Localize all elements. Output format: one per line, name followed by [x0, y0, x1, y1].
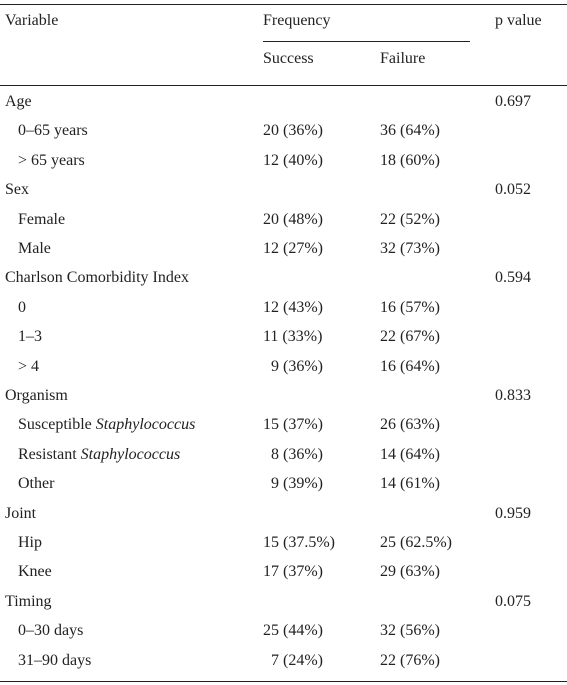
row-label: 1–3 [18, 327, 42, 347]
row-label: Resistant Staphylococcus [18, 445, 180, 465]
success-cell: 17 (37%) [263, 563, 323, 581]
success-cell: 7 (24%) [271, 651, 323, 669]
failure-cell: 22 (76%) [380, 651, 440, 669]
top-rule [0, 4, 567, 5]
row-label-italic: Staphylococcus [95, 416, 196, 434]
row-label: Male [18, 239, 51, 259]
row-label-text: 1–3 [18, 328, 42, 346]
failure-cell: 22 (52%) [380, 210, 440, 228]
row-label-text: > 4 [18, 357, 40, 375]
row-label-text: Knee [18, 563, 52, 581]
success-cell: 8 (36%) [271, 445, 323, 463]
group-label: Timing [5, 592, 52, 610]
row-label-text: Susceptible [18, 416, 92, 434]
failure-cell: 32 (56%) [380, 622, 440, 640]
row-label-text: Male [18, 240, 51, 257]
row-label-text: 0–65 years [18, 122, 88, 140]
p-value: 0.959 [495, 504, 531, 522]
row-label-text: Resistant [18, 445, 77, 463]
success-cell: 9 (36%) [271, 357, 323, 375]
row-label-text: > 65 years [18, 151, 85, 169]
header-failure: Failure [380, 50, 426, 67]
success-cell: 15 (37.5%) [263, 534, 335, 551]
group-label: Sex [5, 181, 29, 199]
failure-cell: 14 (64%) [380, 445, 440, 463]
row-label-text: 31–90 days [18, 651, 92, 669]
success-cell: 20 (36%) [263, 122, 323, 140]
success-cell: 25 (44%) [263, 622, 323, 640]
row-label: Hip [18, 533, 42, 553]
row-label: 0–65 years [18, 121, 88, 141]
header-rule [0, 85, 567, 86]
row-label-text: Hip [18, 534, 42, 551]
row-label: Susceptible Staphylococcus [18, 415, 195, 435]
header-frequency: Frequency [263, 12, 331, 29]
bottom-rule [0, 681, 567, 682]
failure-cell: 29 (63%) [380, 563, 440, 581]
success-cell: 12 (27%) [263, 240, 323, 257]
group-label: Charlson Comorbidity Index [5, 269, 189, 287]
p-value: 0.833 [495, 387, 531, 404]
row-label-text: 0 [18, 298, 26, 316]
header-success: Success [263, 50, 314, 67]
success-cell: 15 (37%) [263, 416, 323, 434]
row-label: Female [18, 210, 65, 230]
group-label: Organism [5, 387, 68, 404]
row-label: 0 [18, 298, 26, 318]
header-p-value: p value [495, 12, 542, 29]
row-label-text: Other [18, 475, 55, 493]
group-label: Age [5, 93, 32, 110]
p-value: 0.075 [495, 592, 531, 610]
row-label: > 4 [18, 357, 39, 377]
row-label: Other [18, 474, 54, 494]
failure-cell: 32 (73%) [380, 240, 440, 257]
failure-cell: 16 (57%) [380, 298, 440, 316]
row-label: 31–90 days [18, 651, 91, 671]
row-label-italic: Staphylococcus [80, 445, 181, 463]
row-label-text: 0–30 days [18, 622, 84, 640]
row-label: Knee [18, 562, 52, 582]
failure-cell: 36 (64%) [380, 122, 440, 140]
row-label: 0–30 days [18, 621, 83, 641]
success-cell: 12 (40%) [263, 151, 323, 169]
failure-cell: 14 (61%) [380, 475, 440, 493]
success-cell: 20 (48%) [263, 210, 323, 228]
failure-cell: 22 (67%) [380, 328, 440, 346]
success-cell: 12 (43%) [263, 298, 323, 316]
header-variable: Variable [5, 12, 59, 29]
row-label-text: Female [18, 210, 66, 228]
group-label: Joint [5, 504, 37, 522]
row-label: > 65 years [18, 151, 85, 171]
success-cell: 11 (33%) [263, 328, 323, 346]
p-value: 0.697 [495, 93, 531, 110]
p-value: 0.052 [495, 181, 531, 199]
failure-cell: 16 (64%) [380, 357, 440, 375]
frequency-rule [263, 41, 470, 42]
failure-cell: 18 (60%) [380, 151, 440, 169]
success-cell: 9 (39%) [271, 475, 323, 493]
failure-cell: 26 (63%) [380, 416, 440, 434]
p-value: 0.594 [495, 269, 531, 287]
failure-cell: 25 (62.5%) [380, 534, 452, 551]
